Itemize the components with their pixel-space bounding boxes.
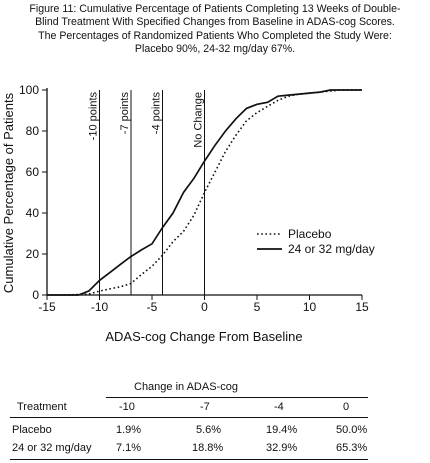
chart-series [47, 89, 362, 296]
figure-title: Figure 11: Cumulative Percentage of Pati… [0, 3, 430, 56]
cumulative-percentage-chart: -10 points -7 points -4 points No Change -1… [1, 83, 375, 344]
series-line-1 [47, 89, 362, 296]
table-row-drug-minus-4: 32.9% [266, 442, 298, 454]
chart-axes: -15 -10 -5 0 5 10 15 0 20 40 60 80 100 [19, 83, 369, 314]
table-group-underline [106, 397, 368, 398]
table-row-placebo-minus-10: 1.9% [116, 424, 142, 436]
reference-line-label-3: No Change [193, 92, 205, 148]
figure-title-line-4: Placebo 90%, 24-32 mg/day 67%. [134, 42, 296, 55]
y-tick-label-4: 80 [26, 124, 40, 138]
figure-title-line-1: Figure 11: Cumulative Percentage of Pati… [29, 3, 401, 15]
table-col-zero: 0 [343, 401, 350, 413]
table-row-drug-zero: 65.3% [336, 442, 368, 454]
table-row-drug-minus-7: 18.8% [192, 442, 224, 454]
x-tick-label-1: -10 [91, 300, 109, 314]
table-col-minus-7: -7 [200, 401, 210, 413]
table-row-drug-minus-10: 7.1% [116, 442, 142, 454]
table-row-placebo-minus-4: 19.4% [266, 424, 298, 436]
reference-line-label-2: -4 points [151, 92, 163, 135]
table-col-treatment: Treatment [17, 401, 67, 413]
x-tick-label-2: -5 [147, 300, 158, 314]
figure-title-line-3: The Percentages of Randomized Patients W… [38, 29, 392, 42]
y-axis-label: Cumulative Percentage of Patients [1, 92, 16, 293]
table-header-rule [10, 417, 368, 418]
y-tick-label-1: 20 [26, 247, 40, 261]
reference-lines: -10 points -7 points -4 points No Change [88, 90, 205, 295]
x-tick-label-0: -15 [38, 300, 56, 314]
table-col-minus-4: -4 [274, 401, 284, 413]
table-bottom-rule [10, 459, 368, 460]
table-col-minus-10: -10 [119, 401, 135, 413]
figure-title-line-2: Blind Treatment With Specified Changes f… [35, 16, 395, 29]
y-tick-label-3: 60 [26, 165, 40, 179]
y-tick-label-2: 40 [26, 206, 40, 220]
legend-label-1: 24 or 32 mg/day [288, 242, 375, 256]
x-axis-label: ADAS-cog Change From Baseline [105, 329, 302, 344]
x-tick-label-6: 15 [355, 300, 369, 314]
reference-line-label-1: -7 points [119, 92, 131, 135]
table-group-header: Change in ADAS-cog [134, 381, 238, 393]
table-row-placebo-label: Placebo [12, 424, 52, 436]
x-tick-label-4: 5 [254, 300, 261, 314]
y-tick-label-0: 0 [32, 288, 39, 302]
table-row-placebo-minus-7: 5.6% [196, 424, 222, 436]
reference-line-label-0: -10 points [88, 92, 100, 141]
series-line-0 [47, 89, 362, 296]
x-tick-label-3: 0 [201, 300, 208, 314]
table-row-drug-label: 24 or 32 mg/day [12, 442, 92, 454]
x-tick-label-5: 10 [303, 300, 317, 314]
legend-label-0: Placebo [288, 227, 332, 241]
table-row-placebo-zero: 50.0% [336, 424, 368, 436]
y-tick-label-5: 100 [19, 83, 39, 97]
